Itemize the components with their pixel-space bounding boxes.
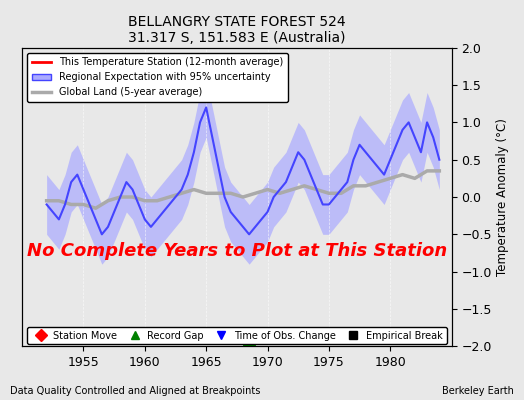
Text: Berkeley Earth: Berkeley Earth: [442, 386, 514, 396]
Legend: Station Move, Record Gap, Time of Obs. Change, Empirical Break: Station Move, Record Gap, Time of Obs. C…: [27, 327, 447, 344]
Text: Data Quality Controlled and Aligned at Breakpoints: Data Quality Controlled and Aligned at B…: [10, 386, 261, 396]
Title: BELLANGRY STATE FOREST 524
31.317 S, 151.583 E (Australia): BELLANGRY STATE FOREST 524 31.317 S, 151…: [128, 15, 346, 45]
Text: No Complete Years to Plot at This Station: No Complete Years to Plot at This Statio…: [27, 242, 447, 260]
Y-axis label: Temperature Anomaly (°C): Temperature Anomaly (°C): [496, 118, 509, 276]
